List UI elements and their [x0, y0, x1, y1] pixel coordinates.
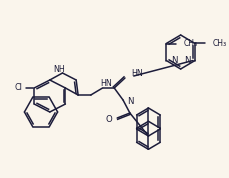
Text: N: N	[184, 56, 190, 65]
Text: O: O	[106, 116, 112, 124]
Text: CH₃: CH₃	[213, 39, 227, 48]
Text: Cl: Cl	[15, 83, 22, 93]
Text: NH: NH	[54, 64, 65, 74]
Text: CH₃: CH₃	[184, 39, 198, 48]
Text: N: N	[171, 56, 178, 65]
Text: HN: HN	[101, 78, 112, 88]
Text: N: N	[127, 96, 134, 106]
Text: HN: HN	[131, 69, 143, 78]
